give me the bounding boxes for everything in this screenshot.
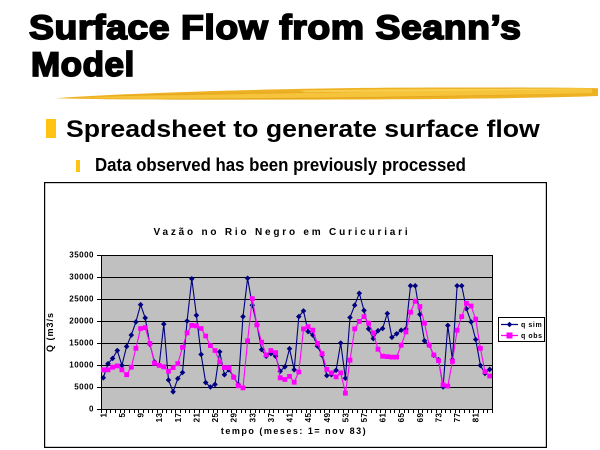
svg-text:35000: 35000 [69, 251, 94, 260]
svg-text:13: 13 [155, 412, 164, 422]
svg-text:0: 0 [89, 405, 94, 414]
svg-text:49: 49 [323, 412, 332, 422]
svg-text:q obs: q obs [521, 333, 543, 340]
svg-text:73: 73 [435, 412, 444, 422]
svg-text:Q (m3/s: Q (m3/s [45, 312, 55, 352]
svg-text:37: 37 [267, 412, 276, 422]
svg-text:65: 65 [397, 412, 406, 422]
svg-text:41: 41 [286, 412, 295, 422]
svg-text:10000: 10000 [69, 361, 94, 370]
svg-text:81: 81 [472, 412, 481, 422]
svg-text:Vazão no Rio Negro em Curicuri: Vazão no Rio Negro em Curicuriari [154, 227, 411, 238]
svg-text:q sim: q sim [521, 322, 542, 329]
svg-text:61: 61 [379, 412, 388, 422]
svg-text:21: 21 [192, 412, 201, 422]
svg-text:29: 29 [230, 412, 239, 422]
svg-text:1: 1 [99, 412, 108, 417]
svg-text:9: 9 [137, 412, 146, 417]
svg-text:33: 33 [248, 412, 257, 422]
svg-text:25000: 25000 [69, 295, 94, 304]
svg-text:53: 53 [341, 412, 350, 422]
svg-text:20000: 20000 [69, 317, 94, 326]
svg-text:30000: 30000 [69, 273, 94, 282]
svg-text:69: 69 [416, 412, 425, 422]
svg-text:5: 5 [118, 412, 127, 417]
svg-text:17: 17 [174, 412, 183, 422]
svg-text:57: 57 [360, 412, 369, 422]
svg-text:5000: 5000 [74, 383, 94, 392]
svg-text:tempo (meses: 1= nov 83): tempo (meses: 1= nov 83) [221, 426, 367, 436]
svg-text:25: 25 [211, 412, 220, 422]
svg-text:45: 45 [304, 412, 313, 422]
svg-text:77: 77 [453, 412, 462, 422]
svg-text:15000: 15000 [69, 339, 94, 348]
